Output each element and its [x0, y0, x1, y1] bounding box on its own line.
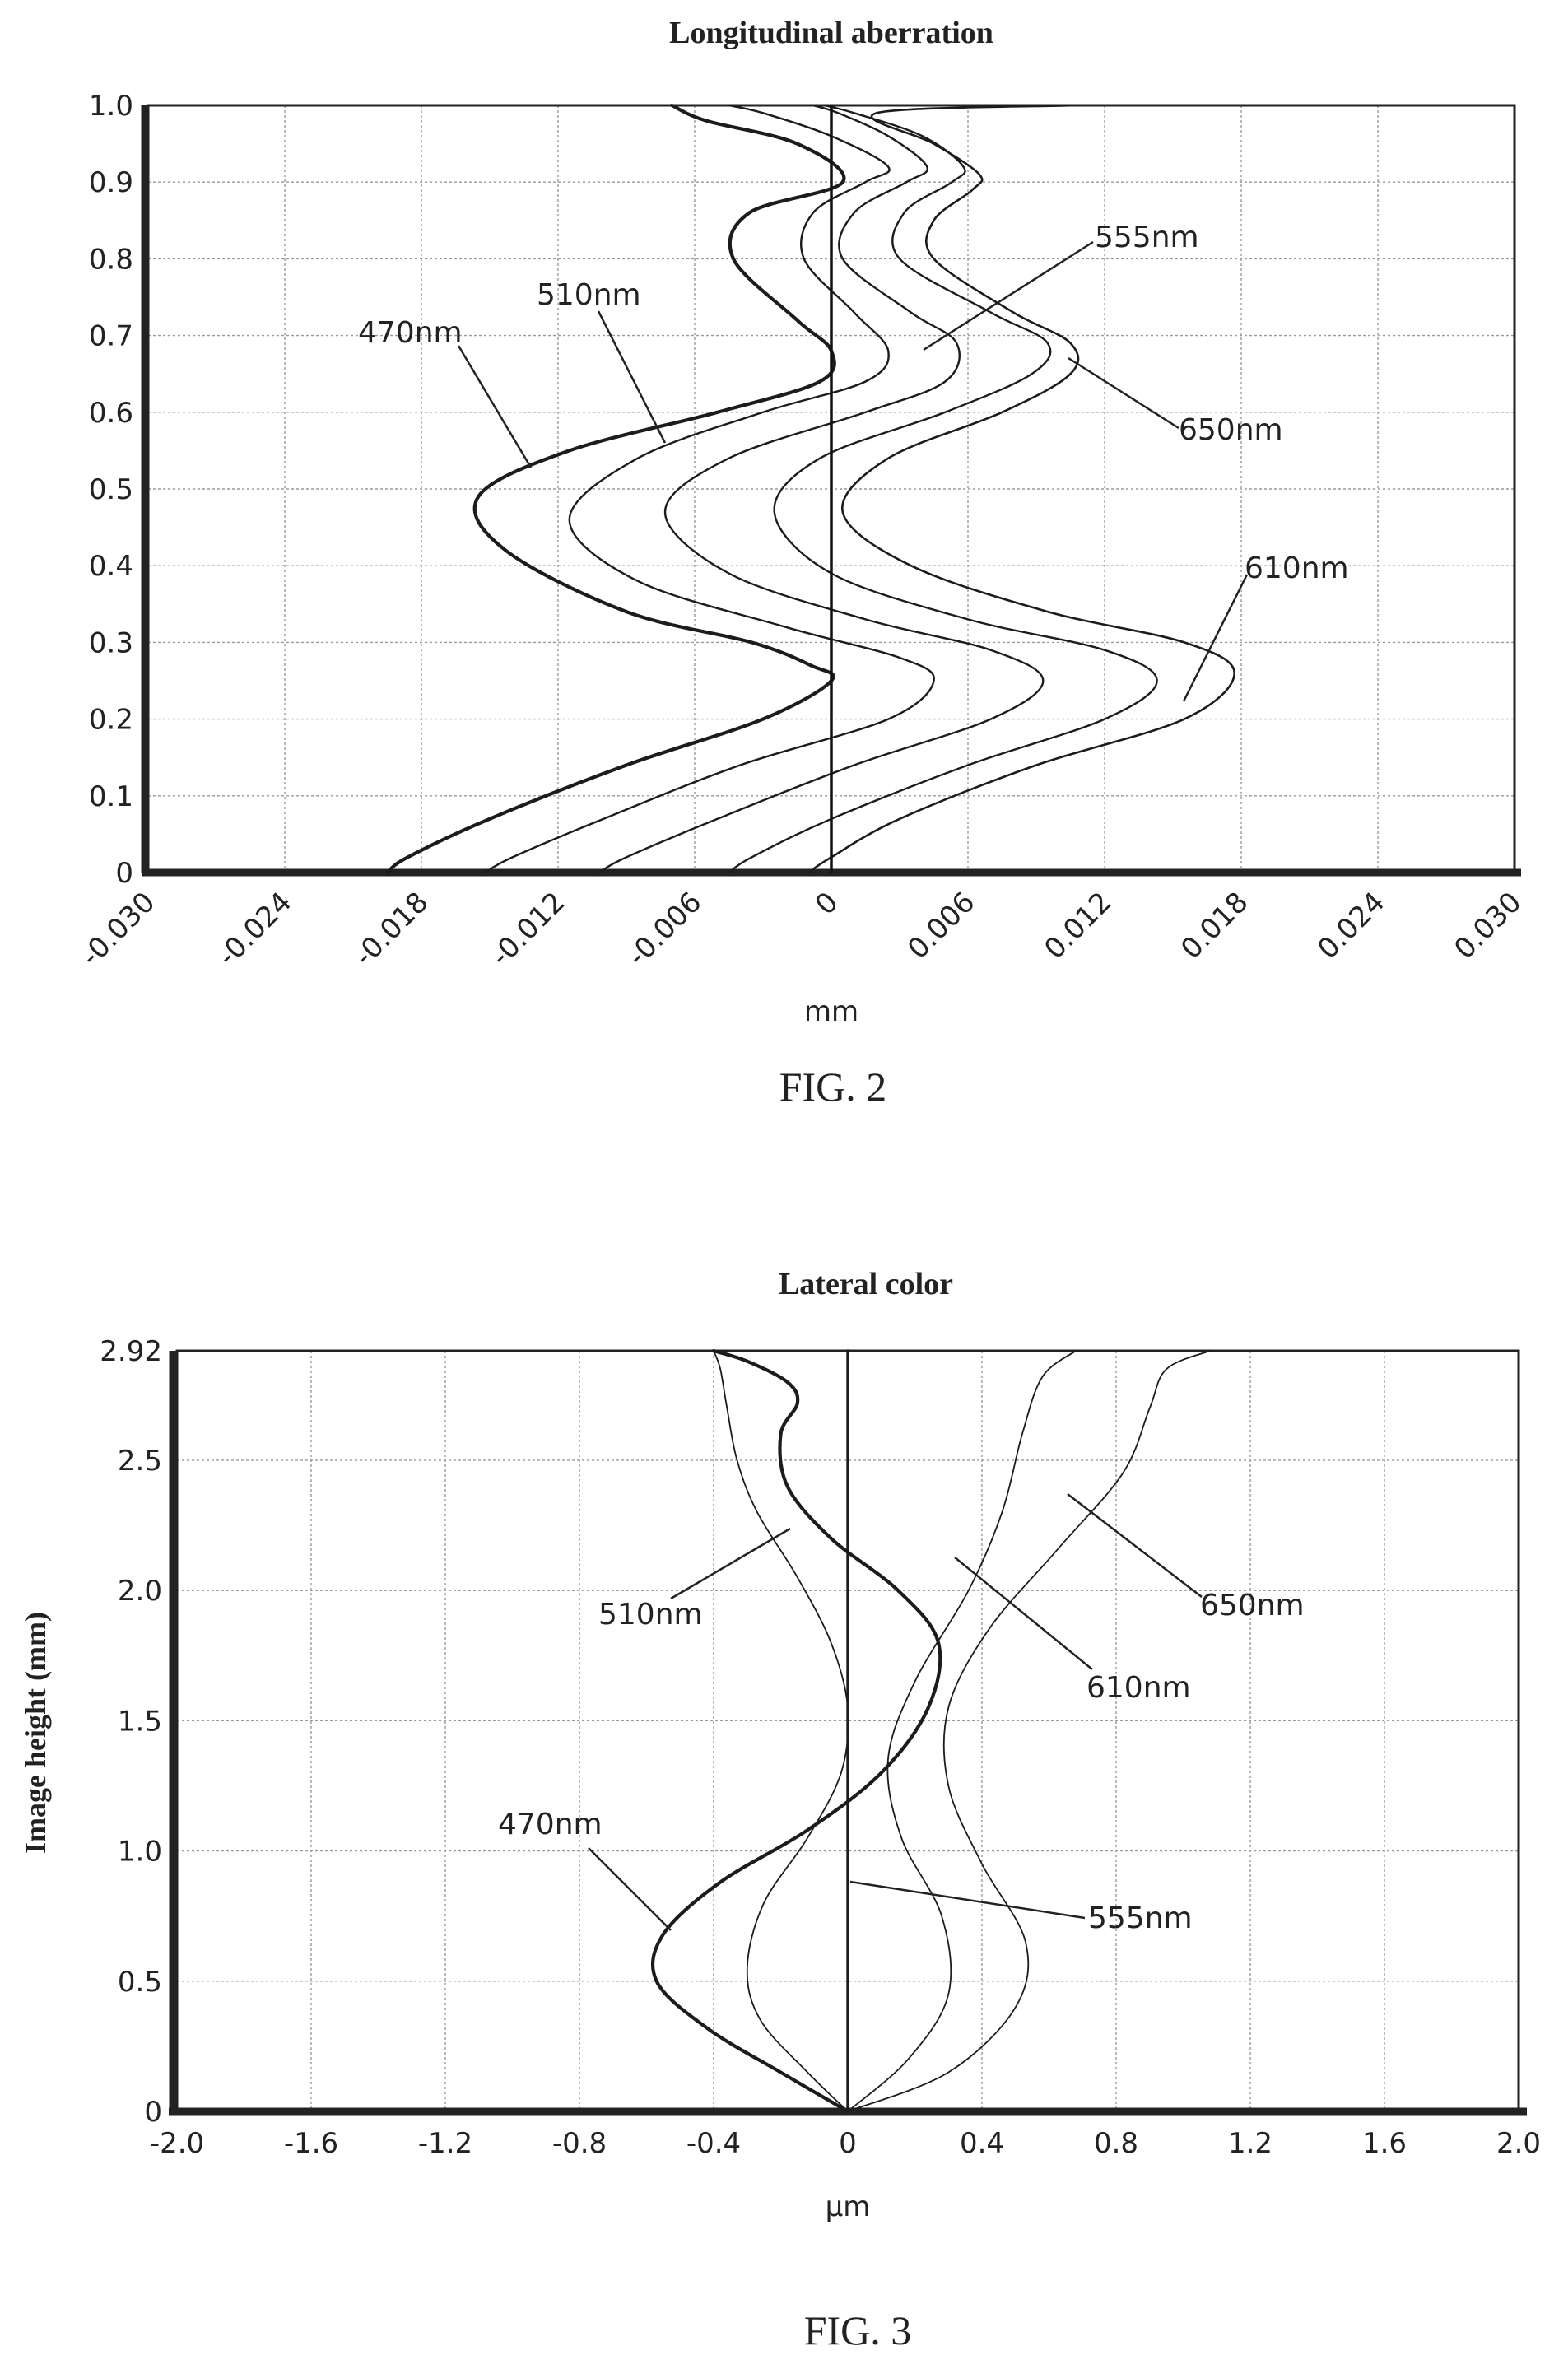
x-tick-label: 0.012 [1038, 886, 1118, 966]
x-tick-label: 1.2 [1228, 2127, 1273, 2160]
label-555nm: 555nm [1088, 1901, 1193, 1935]
gridlines [176, 1350, 1519, 2112]
y-axis-label: Image height (mm) [19, 1612, 52, 1854]
x-tick-label: 0.006 [901, 886, 981, 966]
y-tick-label: 0.6 [89, 397, 133, 430]
series-line-470nm [385, 103, 846, 875]
y-tick-label: 2.0 [118, 1575, 162, 1608]
x-tick-label: -0.8 [552, 2127, 607, 2160]
x-tick-label: -0.006 [621, 886, 709, 973]
x-tick-labels: -0.030 -0.024 -0.018 -0.012 -0.006 0 0.006 0.01… [75, 886, 1528, 973]
figure-caption: FIG. 3 [804, 2307, 912, 2353]
label-470nm: 470nm [498, 1808, 603, 1841]
x-tick-label: -0.012 [485, 886, 572, 973]
x-tick-label: 0 [809, 886, 845, 922]
series-curves [650, 1348, 1211, 2114]
label-470nm: 470nm [358, 316, 463, 350]
label-510nm: 510nm [598, 1598, 703, 1632]
x-tick-label: -0.018 [348, 886, 435, 973]
series-labels: 470nm 510nm 555nm 610nm 650nm [498, 1493, 1305, 1935]
x-tick-label: 0.024 [1311, 886, 1391, 966]
x-axis-label: µm [826, 2190, 871, 2223]
x-tick-label: -2.0 [150, 2127, 204, 2160]
figure-caption: FIG. 2 [779, 1064, 887, 1110]
leader-510nm [670, 1527, 791, 1600]
x-tick-label: 0.030 [1448, 886, 1528, 966]
x-tick-labels: -2.0 -1.6 -1.2 -0.8 -0.4 0 0.4 0.8 1.2 1.6 2.0 [150, 2127, 1541, 2160]
longitudinal-aberration-chart: Longitudinal aberration -0.030 -0.024 -0.0… [75, 16, 1528, 1110]
leader-555nm [849, 1880, 1086, 1920]
leader-555nm [923, 240, 1094, 351]
leader-510nm [597, 310, 667, 444]
x-tick-label: 0.4 [960, 2127, 1004, 2160]
x-tick-label: 0.8 [1094, 2127, 1138, 2160]
y-tick-label: 0.8 [89, 243, 133, 276]
lateral-color-chart: Lateral color -2.0 -1.6 -1.2 -0.8 -0.4 0 0.4 0.… [19, 1267, 1541, 2353]
y-tick-label: 0.3 [89, 626, 133, 659]
label-555nm: 555nm [1095, 221, 1199, 254]
y-tick-label: 0 [115, 857, 133, 890]
series-labels: 470nm 510nm 555nm 610nm 650nm [358, 221, 1349, 702]
series-line-610nm [847, 1350, 1077, 2112]
series-line-650nm [847, 1350, 1211, 2112]
label-650nm: 650nm [1179, 413, 1283, 447]
y-tick-labels: 0 0.5 1.0 1.5 2.0 2.5 2.92 [100, 1335, 162, 2129]
leader-470nm [457, 345, 533, 468]
label-650nm: 650nm [1200, 1589, 1305, 1622]
x-tick-label: -0.030 [75, 886, 162, 973]
series-line-610nm [728, 104, 1158, 874]
y-tick-label: 0 [144, 2096, 162, 2129]
leader-650nm [1068, 356, 1179, 430]
series-line-555nm [598, 104, 1045, 874]
y-tick-label: 2.92 [100, 1335, 162, 1368]
series-line-510nm [484, 104, 935, 874]
x-tick-label: -0.4 [686, 2127, 741, 2160]
series-line-650nm [807, 104, 1235, 874]
y-tick-label: 0.5 [118, 1966, 162, 1999]
label-610nm: 610nm [1086, 1671, 1191, 1705]
leader-650nm [1067, 1493, 1203, 1598]
y-tick-label: 0.9 [89, 166, 133, 199]
x-tick-label: 0 [839, 2127, 857, 2160]
y-tick-labels: 0 0.1 0.2 0.3 0.4 0.5 0.6 0.7 0.8 0.9 1.0 [89, 90, 133, 890]
label-510nm: 510nm [537, 278, 641, 312]
y-tick-label: 1.5 [118, 1705, 162, 1738]
label-610nm: 610nm [1245, 552, 1349, 585]
series-line-470nm [650, 1348, 942, 2114]
x-tick-label: 0.018 [1175, 886, 1254, 966]
y-tick-label: 0.7 [89, 320, 133, 353]
leader-470nm [588, 1847, 672, 1931]
x-axis-label: mm [804, 995, 858, 1028]
y-tick-label: 0.4 [89, 550, 133, 583]
y-tick-label: 0.2 [89, 704, 133, 737]
leader-610nm [954, 1557, 1093, 1670]
y-tick-label: 2.5 [118, 1445, 162, 1478]
y-tick-label: 0.1 [89, 780, 133, 813]
x-tick-label: 2.0 [1496, 2127, 1541, 2160]
y-tick-label: 0.5 [89, 473, 133, 506]
y-tick-label: 1.0 [89, 90, 133, 123]
x-tick-label: -1.6 [284, 2127, 338, 2160]
chart-title: Lateral color [779, 1267, 953, 1301]
leader-610nm [1182, 574, 1249, 702]
series-curves [385, 103, 1235, 875]
x-tick-label: -0.024 [212, 886, 299, 973]
chart-title: Longitudinal aberration [669, 16, 993, 50]
y-tick-label: 1.0 [118, 1836, 162, 1869]
x-tick-label: 1.6 [1362, 2127, 1407, 2160]
x-tick-label: -1.2 [418, 2127, 472, 2160]
